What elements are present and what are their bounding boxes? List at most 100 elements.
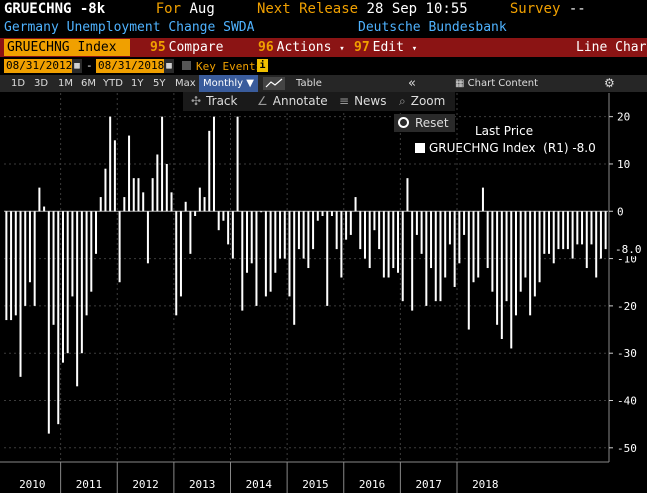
key-events-toggle[interactable]: Key Events [196, 60, 263, 73]
bar [47, 211, 50, 434]
bar [246, 211, 249, 273]
bar [486, 211, 489, 269]
x-tick-label: 2017 [415, 478, 442, 491]
bar [514, 211, 517, 316]
bar [345, 211, 348, 240]
y-tick-label: -40 [617, 395, 637, 408]
period-1y[interactable]: 1Y [131, 78, 144, 89]
bar [439, 211, 442, 302]
bar [378, 211, 381, 250]
x-tick-label: 2011 [76, 478, 103, 491]
bar [349, 211, 352, 235]
bar [533, 211, 536, 297]
bar [118, 211, 121, 283]
bar [552, 211, 555, 264]
bar [137, 178, 140, 212]
y-tick-label: -50 [617, 442, 637, 455]
annotate-button[interactable]: ∠ Annotate [257, 94, 328, 108]
bar [599, 211, 602, 259]
bar [340, 211, 343, 278]
bar [604, 211, 607, 250]
bar [581, 211, 584, 245]
actions-button[interactable]: 96 Actions ▾ [258, 40, 345, 55]
bar [264, 211, 267, 297]
bar [33, 211, 36, 306]
bar [113, 140, 116, 212]
period-6m[interactable]: 6M [81, 78, 96, 89]
frequency-dropdown[interactable]: Monthly ▼ [199, 75, 258, 92]
bar [19, 211, 22, 377]
bar [99, 197, 102, 212]
bar [109, 116, 112, 212]
bar [595, 211, 598, 278]
bar [222, 211, 225, 221]
bar [576, 211, 579, 245]
bar [566, 211, 569, 250]
ticker-symbol: GRUECHNG [4, 1, 72, 17]
bar [38, 187, 41, 212]
gear-icon[interactable]: ⚙ [604, 76, 615, 90]
checkbox-icon[interactable] [182, 61, 191, 70]
bar [307, 211, 310, 269]
bar [104, 168, 107, 212]
period-ytd[interactable]: YTD [103, 78, 123, 89]
bar [420, 211, 423, 254]
bar [76, 211, 79, 387]
bar [529, 211, 532, 316]
news-button[interactable]: ≡ News [339, 94, 387, 108]
bar [335, 211, 338, 250]
bar [274, 211, 277, 273]
calendar-icon[interactable]: ▦ [72, 59, 82, 73]
bar [14, 211, 17, 316]
bar [156, 154, 159, 212]
actions-dropdown-icon: ▾ [339, 44, 345, 54]
news-icon: ≡ [339, 94, 350, 108]
period-max[interactable]: Max [175, 78, 196, 89]
compare-button[interactable]: 95 Compare [150, 40, 224, 55]
reset-button[interactable]: Reset [394, 114, 455, 132]
track-button[interactable]: ✣ Track [191, 94, 238, 108]
bar [66, 211, 69, 354]
zoom-button[interactable]: ⌕ Zoom [399, 94, 446, 108]
bar [496, 211, 499, 325]
edit-dropdown-icon: ▾ [411, 44, 418, 54]
info-icon[interactable]: i [257, 59, 268, 72]
bar [194, 211, 197, 216]
start-date-input[interactable]: 08/31/2012 [4, 59, 75, 73]
bar [458, 211, 461, 264]
bar [198, 187, 201, 212]
x-tick-label: 2012 [132, 478, 159, 491]
bar [430, 211, 433, 269]
bar [444, 211, 447, 278]
ticker-input[interactable]: GRUECHNG Index [4, 39, 130, 56]
bar [189, 211, 192, 254]
bar [123, 197, 126, 212]
calendar-icon[interactable]: ▦ [164, 59, 174, 73]
chart-content-button[interactable]: ▦ Chart Content [455, 78, 539, 89]
grid-icon: ▦ [455, 78, 465, 89]
bar [43, 206, 46, 212]
period-5y[interactable]: 5Y [153, 78, 166, 89]
line-chart-icon[interactable] [263, 77, 285, 90]
end-date-input[interactable]: 08/31/2018 [96, 59, 167, 73]
bar [80, 211, 83, 354]
period-1d[interactable]: 1D [11, 78, 26, 89]
bar [90, 211, 93, 292]
next-release-label: Next Release [256, 1, 359, 17]
date-range-bar: 08/31/2012 ▦ - 08/31/2018 ▦ Key Events i [0, 58, 647, 75]
last-value-tag: -8.0 [615, 243, 642, 256]
period-1m[interactable]: 1M [58, 78, 73, 89]
date-separator: - [86, 59, 93, 72]
bar [260, 211, 263, 213]
chart-type-label[interactable]: Line Chart [576, 40, 647, 55]
collapse-icon[interactable]: « [408, 76, 416, 91]
bar [52, 211, 55, 325]
survey-label: Survey [509, 1, 561, 17]
period-3d[interactable]: 3D [34, 78, 49, 89]
bar [326, 211, 329, 306]
edit-button[interactable]: 97 Edit ▾ [354, 40, 418, 55]
period-value: Aug [189, 1, 215, 17]
bar [510, 211, 513, 349]
table-button[interactable]: Table [296, 78, 322, 89]
x-tick-label: 2016 [359, 478, 386, 491]
